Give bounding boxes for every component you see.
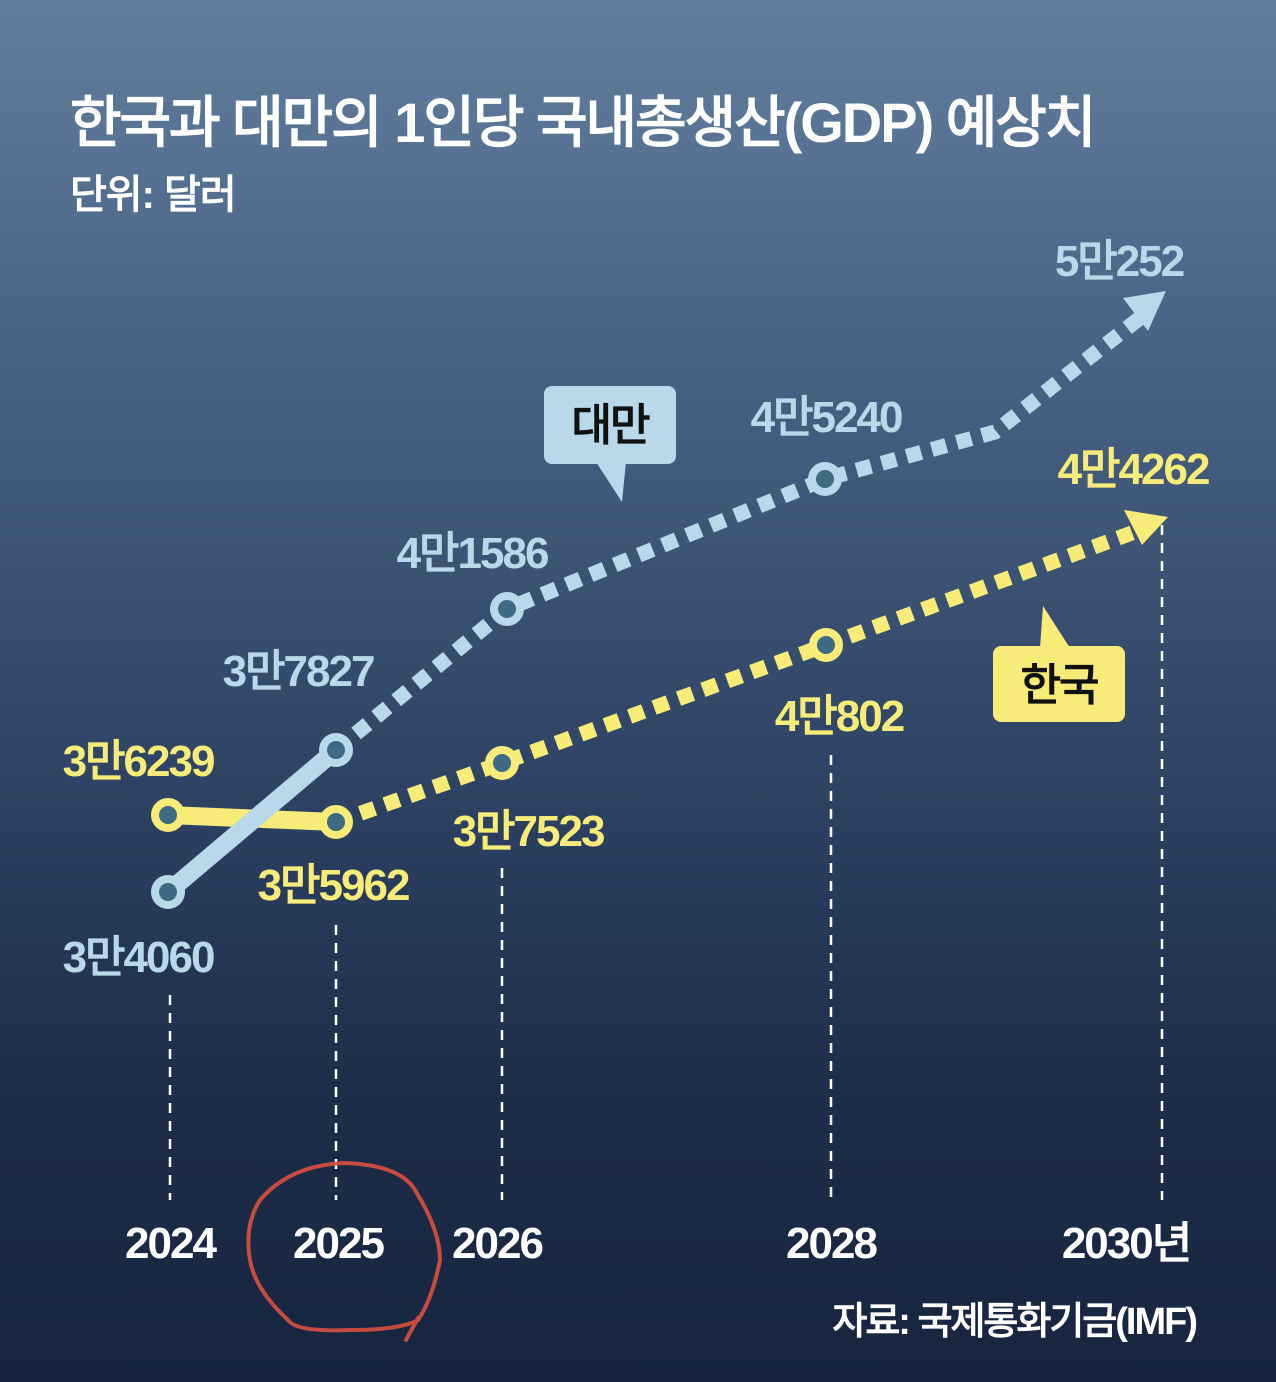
marker-korea-2024 bbox=[151, 798, 185, 832]
marker-korea-2026 bbox=[485, 746, 519, 780]
korea-callout: 한국 bbox=[993, 606, 1125, 722]
legend-korea: 한국 bbox=[1021, 661, 1098, 710]
x-guides bbox=[168, 525, 1164, 1200]
highlight-circle-2025 bbox=[246, 1160, 443, 1342]
marker-korea-2025 bbox=[319, 805, 353, 839]
taiwan-actual-line bbox=[162, 743, 342, 899]
x-tick-2026: 2026 bbox=[452, 1219, 542, 1268]
korea-markers bbox=[151, 628, 843, 839]
label-taiwan-2030: 5만252 bbox=[1055, 237, 1184, 286]
label-korea-2025: 3만5962 bbox=[258, 861, 409, 910]
x-tick-2028: 2028 bbox=[786, 1219, 877, 1268]
label-taiwan-2026: 4만1586 bbox=[397, 529, 548, 578]
label-korea-2026: 3만7523 bbox=[453, 807, 604, 856]
marker-taiwan-2028 bbox=[808, 462, 842, 496]
taiwan-projection-line bbox=[331, 312, 1145, 756]
legend-taiwan: 대만 bbox=[572, 401, 650, 450]
taiwan-markers bbox=[151, 462, 842, 909]
taiwan-arrow-icon bbox=[1123, 291, 1166, 331]
x-tick-2025: 2025 bbox=[293, 1219, 384, 1268]
label-korea-2030: 4만4262 bbox=[1058, 445, 1209, 494]
marker-taiwan-2025 bbox=[319, 733, 353, 767]
korea-projection-line bbox=[333, 522, 1143, 830]
marker-korea-2028 bbox=[809, 628, 843, 662]
label-taiwan-2024: 3만4060 bbox=[63, 933, 214, 982]
taiwan-callout: 대만 bbox=[544, 386, 676, 502]
unit-label: 단위: 달러 bbox=[70, 173, 237, 217]
source-note: 자료: 국제통화기금(IMF) bbox=[832, 1301, 1198, 1343]
x-tick-2024: 2024 bbox=[125, 1219, 217, 1268]
marker-taiwan-2026 bbox=[490, 592, 524, 626]
x-tick-2030: 2030년 bbox=[1062, 1219, 1190, 1268]
label-korea-2028: 4만802 bbox=[775, 692, 904, 741]
chart-title: 한국과 대만의 1인당 국내총생산(GDP) 예상치 bbox=[70, 91, 1096, 154]
korea-arrow-icon bbox=[1124, 510, 1168, 545]
label-korea-2024: 3만6239 bbox=[63, 737, 214, 786]
label-taiwan-2028: 4만5240 bbox=[751, 393, 902, 442]
label-taiwan-2025: 3만7827 bbox=[223, 647, 374, 696]
marker-taiwan-2024 bbox=[151, 875, 185, 909]
